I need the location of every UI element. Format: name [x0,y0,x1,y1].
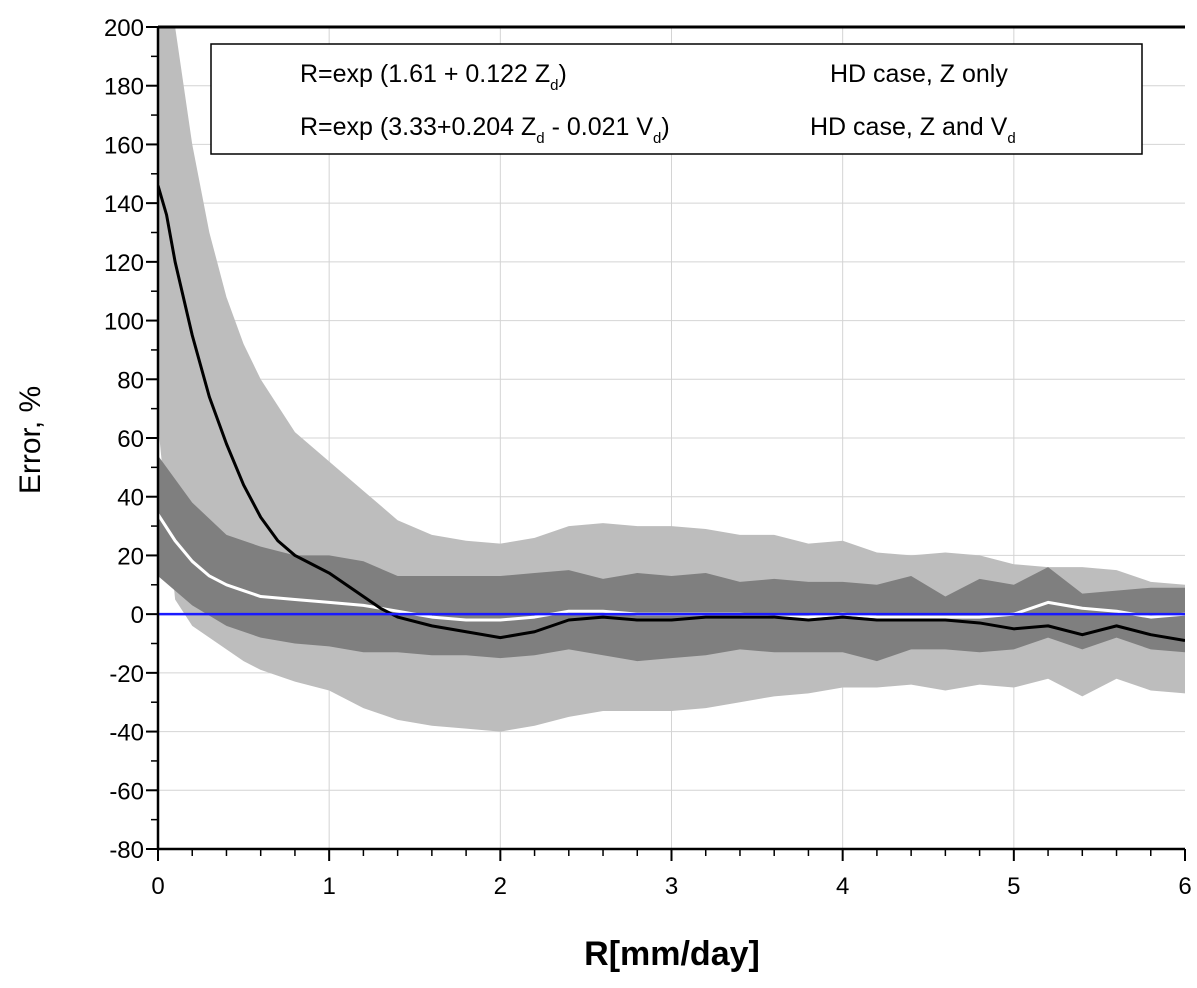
legend-row-1-formula: R=exp (1.61 + 0.122 Zd) [300,60,567,94]
white-line [158,513,1185,622]
x-tick-label: 3 [665,873,678,900]
x-tick-label: 6 [1178,873,1191,900]
legend-row-2-case: HD case, Z and Vd [810,113,1016,147]
x-tick-label: 5 [1007,873,1020,900]
y-tick-label: 60 [117,426,144,453]
y-tick-label: -40 [109,720,144,747]
x-tick-label: 2 [494,873,507,900]
y-axis-title: Error, % [14,386,47,494]
y-tick-label: -20 [109,661,144,688]
x-tick-labels: 0 1 2 3 4 5 6 [151,873,1191,900]
y-tick-label: 180 [104,74,144,101]
y-tick-label: -80 [109,837,144,864]
dark-band [158,455,1185,662]
x-tick-label: 1 [322,873,335,900]
y-tick-label: 200 [104,15,144,42]
y-tick-label: 160 [104,132,144,159]
x-axis-title: R[mm/day] [584,935,760,973]
x-tick-label: 0 [151,873,164,900]
y-tick-label: 140 [104,191,144,218]
black-line [158,185,1185,643]
tick-marks [146,26,1186,861]
legend-box [210,43,1143,155]
y-tick-label: 120 [104,250,144,277]
legend-row-1-case: HD case, Z only [830,60,1008,88]
y-tick-label: 0 [131,602,144,629]
y-tick-label: 100 [104,309,144,336]
series-layer [158,27,1185,732]
light-band [158,27,1185,732]
y-tick-label: 80 [117,367,144,394]
legend-row-2-formula: R=exp (3.33+0.204 Zd - 0.021 Vd) [300,113,670,147]
x-tick-label: 4 [836,873,849,900]
y-tick-label: -60 [109,778,144,805]
y-tick-label: 20 [117,543,144,570]
legend: R=exp (1.61 + 0.122 Zd) HD case, Z only … [210,43,1143,155]
y-tick-label: 40 [117,485,144,512]
